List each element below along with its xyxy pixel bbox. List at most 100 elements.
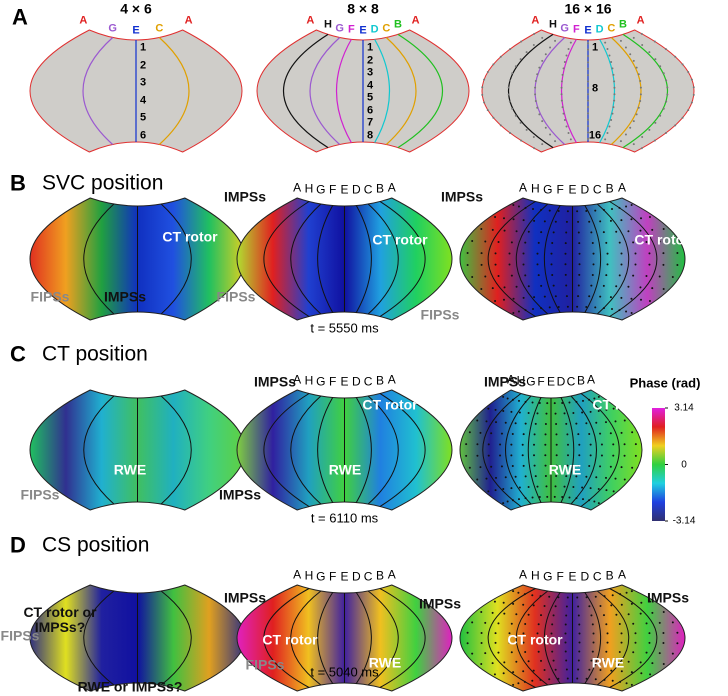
colorbar-title: Phase (rad) [629, 375, 701, 391]
column-label: D [580, 182, 590, 197]
electrode-dot [565, 605, 568, 608]
electrode-dot [620, 641, 623, 644]
electrode-dot [619, 680, 622, 683]
electrode-dot [512, 218, 515, 221]
electrode-dot [567, 131, 570, 134]
electrode-dot [545, 412, 548, 415]
electrode-dot [585, 596, 588, 599]
annotation: FIPSs [20, 486, 60, 503]
electrode-dot [560, 99, 563, 102]
electrode-line [534, 37, 566, 145]
electrode-dot [476, 419, 479, 422]
electrode-dot [515, 660, 518, 663]
column-label: G [526, 374, 536, 389]
panel-label: A [12, 4, 28, 30]
electrode-dot [639, 612, 642, 615]
column-label: H [304, 181, 314, 196]
electrode-dot [495, 476, 498, 479]
electrode-line [83, 590, 115, 686]
electrode-dot [485, 477, 488, 480]
electrode-dot [519, 121, 522, 124]
electrode-line [515, 590, 549, 686]
electrode-dot [534, 79, 537, 82]
electrode-dot [578, 623, 581, 626]
electrode-dot [544, 422, 547, 425]
electrode-dot [517, 591, 520, 594]
electrode-dot [543, 604, 546, 607]
electrode-dot [585, 210, 588, 213]
electrode-dot [536, 106, 539, 109]
column-label: H [531, 568, 540, 583]
electrode-dot [552, 614, 555, 617]
electrode-dot [609, 219, 612, 222]
column-label: A [617, 180, 627, 195]
electrode-dot [520, 139, 523, 142]
electrode-line [515, 203, 549, 315]
electrode-dot [645, 240, 648, 243]
electrode-dot [492, 63, 495, 66]
electrode-dot [499, 124, 502, 127]
electrode-dot [503, 661, 506, 664]
electrode-line [83, 203, 115, 315]
annotation: RWE [328, 461, 362, 478]
electrode-dot [538, 113, 541, 116]
electrode-dot [577, 433, 580, 436]
electrode-dot [575, 400, 578, 403]
column-label: H [324, 18, 332, 31]
column-label: E [568, 182, 577, 197]
row-label: 3 [366, 66, 374, 79]
electrode-dot [577, 659, 580, 662]
row-label: 3 [139, 76, 147, 89]
electrode-dot [534, 475, 537, 478]
electrode-dot [491, 228, 494, 231]
electrode-dot [648, 51, 651, 54]
electrode-dot [479, 466, 482, 469]
electrode-dot [587, 118, 589, 121]
electrode-line [505, 395, 532, 505]
electrode-dot [639, 100, 642, 103]
column-label: E [568, 569, 577, 584]
electrode-dot [566, 305, 569, 308]
electrode-dot [600, 443, 603, 446]
electrode-dot [632, 59, 635, 62]
electrode-dot [653, 139, 656, 142]
electrode-dot [485, 420, 488, 423]
electrode-dot [662, 642, 665, 645]
electrode-dot [512, 683, 515, 686]
electrode-dot [648, 263, 651, 266]
column-label: A [518, 567, 528, 582]
electrode-dot [635, 66, 638, 69]
electrode-dot [557, 596, 560, 599]
electrode-line [263, 201, 310, 317]
electrode-dot [480, 610, 483, 613]
electrode-dot [662, 288, 665, 291]
electrode-dot [476, 478, 479, 481]
electrode-dot [575, 497, 578, 500]
electrode-dot [564, 650, 567, 653]
panel-label: C [10, 341, 26, 367]
electrode-dot [651, 228, 654, 231]
electrode-dot [563, 119, 566, 122]
electrode-dot [509, 48, 512, 51]
electrode-dot [483, 101, 486, 104]
electrode-dot [494, 641, 497, 644]
electrode-dot [639, 79, 642, 82]
electrode-dot [511, 107, 514, 110]
electrode-dot [524, 274, 527, 277]
electrode-dot [578, 263, 581, 266]
electrode-dot [565, 659, 568, 662]
panel-title: CS position [42, 533, 150, 557]
electrode-dot [561, 106, 564, 109]
electrode-dot [555, 464, 558, 467]
electrode-dot [632, 36, 635, 39]
electrode-dot [594, 209, 597, 212]
electrode-dot [608, 54, 611, 57]
electrode-line [355, 397, 372, 503]
electrode-dot [599, 465, 602, 468]
electrode-dot [671, 239, 674, 242]
electrode-dot [537, 274, 540, 277]
electrode-dot [605, 274, 608, 277]
electrode-dot [483, 78, 486, 81]
electrode-dot [640, 298, 643, 301]
electrode-dot [510, 274, 513, 277]
